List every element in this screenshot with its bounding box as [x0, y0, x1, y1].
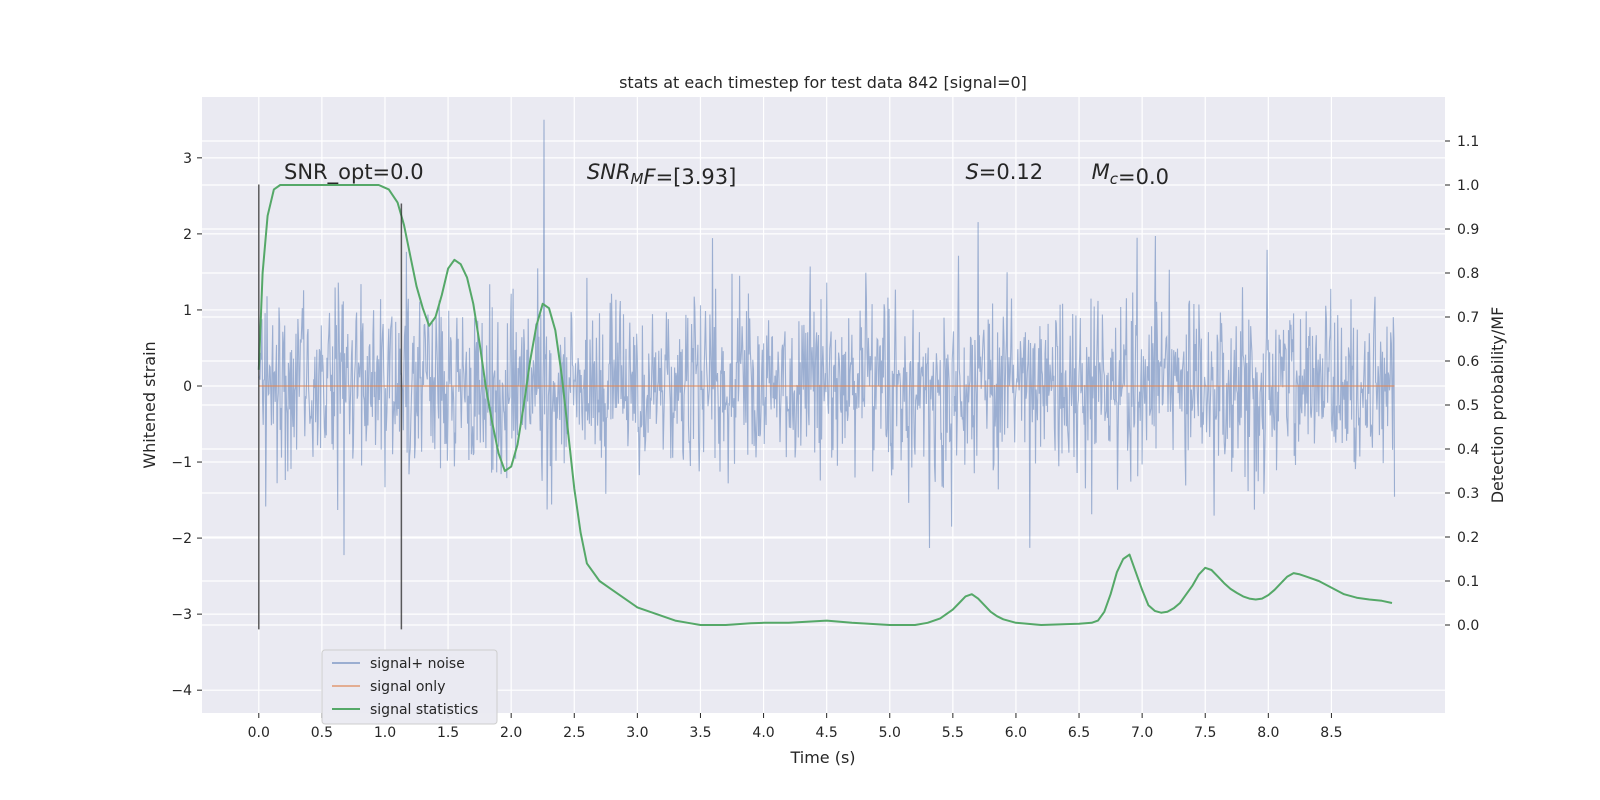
y-axis-right-label: Detection probability/MF	[1488, 307, 1507, 504]
y-right-tick-label: 0.7	[1457, 310, 1479, 326]
x-tick-label: 7.0	[1131, 725, 1153, 741]
legend-box	[321, 649, 498, 725]
x-tick-label: 0.5	[311, 725, 333, 741]
x-tick-label: 3.5	[689, 725, 711, 741]
x-tick-label: 5.5	[942, 725, 964, 741]
y-right-tick-label: 0.0	[1457, 618, 1479, 634]
y-right-tick-label: 0.6	[1457, 354, 1479, 370]
y-axis-label: Whitened strain	[140, 341, 159, 468]
x-tick-label: 4.0	[752, 725, 774, 741]
annotation: SNRMF=[3.93]	[587, 160, 736, 189]
annotations: SNR_opt=0.0 SNRMF=[3.93] S=0.12 Mc=0.0	[284, 160, 1169, 189]
y-tick-label: 3	[183, 151, 192, 167]
legend: signal+ noise signal only signal statist…	[321, 649, 498, 725]
x-tick-label: 6.0	[1005, 725, 1027, 741]
x-axis: 0.0 0.5 1.0 1.5 2.0 2.5 3.0 3.5 4.0 4.5 5.0 5.5 6.0 6…	[248, 713, 1343, 741]
x-tick-label: 3.0	[626, 725, 648, 741]
x-tick-label: 1.0	[374, 725, 396, 741]
y-tick-label: 1	[183, 303, 192, 319]
x-tick-label: 2.0	[500, 725, 522, 741]
x-tick-label: 6.5	[1068, 725, 1090, 741]
y-right-tick-label: 0.2	[1457, 530, 1479, 546]
series-signal-statistics	[257, 184, 1393, 626]
y-right-tick-label: 1.1	[1457, 134, 1479, 150]
annotation: SNR_opt=0.0	[284, 160, 424, 185]
chart-title: stats at each timestep for test data 842…	[619, 73, 1027, 92]
legend-label-signal-statistics: signal statistics	[370, 702, 478, 718]
annotation: S=0.12	[965, 160, 1043, 184]
series-signal-noise	[258, 119, 1396, 556]
x-tick-label: 4.5	[816, 725, 838, 741]
y-right-tick-label: 0.4	[1457, 442, 1479, 458]
signal-noise-series	[258, 119, 1396, 556]
y-right-tick-label: 0.5	[1457, 398, 1479, 414]
y-right-tick-label: 0.3	[1457, 486, 1479, 502]
y-right-tick-label: 0.8	[1457, 266, 1479, 282]
x-tick-label: 8.0	[1257, 725, 1279, 741]
x-tick-label: 2.5	[563, 725, 585, 741]
annotation: Mc=0.0	[1092, 160, 1169, 189]
y-tick-label: −2	[171, 531, 192, 547]
x-tick-label: 1.5	[437, 725, 459, 741]
y-tick-label: −3	[171, 607, 192, 623]
x-axis-label: Time (s)	[789, 748, 855, 767]
vertical-markers	[258, 184, 403, 630]
y-axis-right: 1.1 1.0 0.9 0.8 0.7 0.6 0.5 0.4 0.3 0.2 0.1 0.0	[1445, 134, 1479, 634]
x-tick-label: 0.0	[248, 725, 270, 741]
legend-label-signal-only: signal only	[370, 679, 445, 695]
x-tick-label: 7.5	[1194, 725, 1216, 741]
y-right-tick-label: 0.1	[1457, 574, 1479, 590]
y-tick-label: −1	[171, 455, 192, 471]
series-group	[257, 184, 1395, 626]
x-tick-label: 5.0	[879, 725, 901, 741]
y-tick-label: 0	[183, 379, 192, 395]
x-tick-label: 8.5	[1320, 725, 1342, 741]
y-axis-left: 3 2 1 0 −1 −2 −3 −4	[171, 151, 202, 699]
y-right-tick-label: 1.0	[1457, 178, 1479, 194]
y-tick-label: −4	[171, 683, 192, 699]
y-right-tick-label: 0.9	[1457, 222, 1479, 238]
y-tick-label: 2	[183, 227, 192, 243]
legend-label-signal-noise: signal+ noise	[370, 656, 465, 672]
